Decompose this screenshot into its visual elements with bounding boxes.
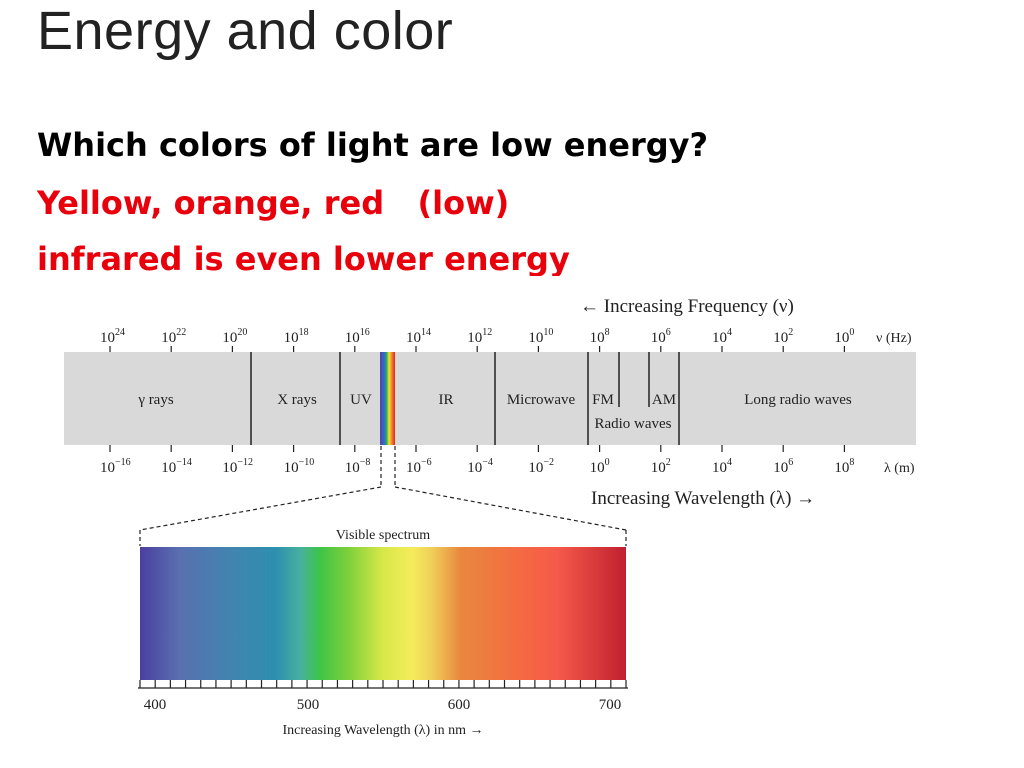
frequency-tick-label: 1024 <box>100 327 125 346</box>
visible-tick-700: 700 <box>599 697 622 713</box>
region-fm: FM <box>592 392 614 408</box>
region-ir: IR <box>439 392 454 408</box>
frequency-axis-label: ← Increasing Frequency (ν) <box>580 296 794 317</box>
wavelength-ticks: 10−16 10−14 10−12 10−10 10−8 10−6 10−4 10−2 100 1… <box>100 445 854 476</box>
visible-spectrum-title: Visible spectrum <box>336 528 431 543</box>
infrared-note: infrared is even lower energy <box>37 240 570 276</box>
visible-tick-400: 400 <box>144 697 167 713</box>
question-text: Which colors of light are low energy? <box>37 126 709 164</box>
wavelength-tick-label: 106 <box>773 457 793 476</box>
wavelength-tick-label: 10−2 <box>528 457 554 476</box>
wavelength-tick-label: 104 <box>712 457 732 476</box>
frequency-tick-label: 104 <box>712 327 732 346</box>
wavelength-tick-label: 10−12 <box>222 457 253 476</box>
wavelength-tick-label: 102 <box>651 457 671 476</box>
spectrum-band <box>64 352 916 445</box>
visible-spectrum-ruler <box>138 680 628 689</box>
slide-title: Energy and color <box>37 1 454 61</box>
frequency-tick-label: 106 <box>651 327 671 346</box>
wavelength-tick-label: 10−4 <box>467 457 493 476</box>
frequency-tick-label: 1012 <box>467 327 492 346</box>
wavelength-tick-label: 10−6 <box>406 457 432 476</box>
wavelength-tick-label: 10−16 <box>100 457 131 476</box>
region-microwave: Microwave <box>507 392 576 408</box>
region-am: AM <box>652 392 676 408</box>
answer-text: Yellow, orange, red (low) <box>37 184 510 222</box>
region-uv: UV <box>350 392 372 408</box>
frequency-tick-label: 1018 <box>284 327 309 346</box>
visible-wavelength-label: Increasing Wavelength (λ) in nm → <box>283 723 484 738</box>
frequency-tick-label: 1020 <box>222 327 247 346</box>
region-dividers <box>250 352 680 445</box>
frequency-tick-label: 100 <box>834 327 854 346</box>
frequency-tick-label: 1022 <box>161 327 186 346</box>
frequency-ticks: 1024 1022 1020 1018 1016 1014 1012 1010 108 106 10… <box>100 327 854 352</box>
wavelength-tick-label: 100 <box>590 457 610 476</box>
region-gamma: γ rays <box>137 392 174 408</box>
wavelength-unit: λ (m) <box>884 461 915 476</box>
region-long-radio: Long radio waves <box>744 392 852 408</box>
zoom-lines <box>139 446 627 546</box>
frequency-tick-label: 1016 <box>345 327 370 346</box>
visible-band-mini <box>380 352 395 445</box>
visible-tick-500: 500 <box>297 697 320 713</box>
region-xray: X rays <box>277 392 317 408</box>
frequency-tick-label: 102 <box>773 327 793 346</box>
wavelength-tick-label: 108 <box>834 457 854 476</box>
wavelength-tick-label: 10−14 <box>161 457 192 476</box>
frequency-unit: ν (Hz) <box>876 331 912 346</box>
visible-tick-600: 600 <box>448 697 471 713</box>
frequency-tick-label: 1010 <box>528 327 553 346</box>
frequency-tick-label: 108 <box>590 327 610 346</box>
region-radio: Radio waves <box>594 416 671 432</box>
visible-spectrum-bar <box>140 547 626 680</box>
wavelength-tick-label: 10−10 <box>284 457 315 476</box>
wavelength-tick-label: 10−8 <box>345 457 371 476</box>
frequency-tick-label: 1014 <box>406 327 431 346</box>
wavelength-axis-label: Increasing Wavelength (λ) → <box>591 488 815 509</box>
